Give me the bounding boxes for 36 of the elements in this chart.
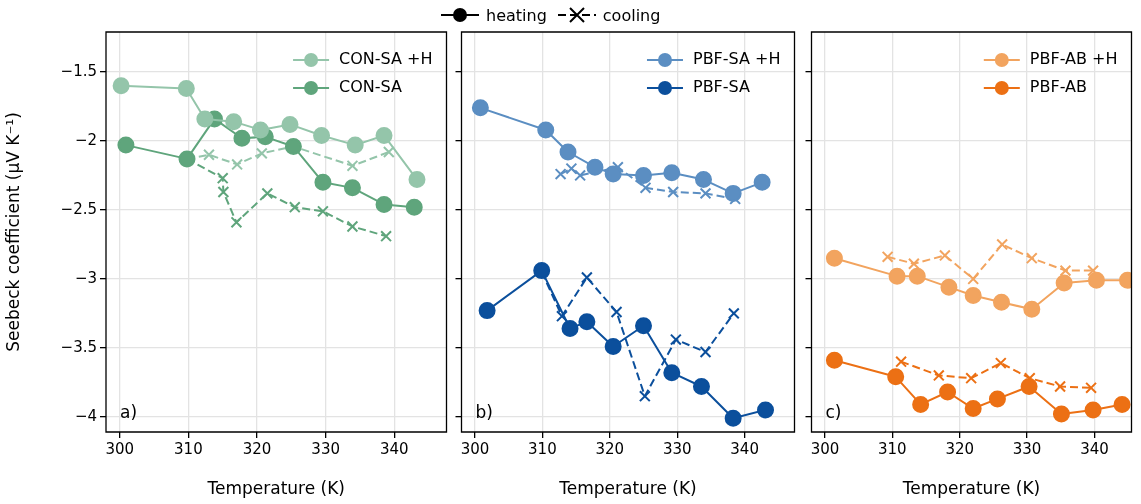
x-tick-label: 300 [810,439,840,458]
x-tick-label: 310 [528,439,557,458]
legend-label: PBF-AB [1029,77,1087,97]
text: cooling [602,5,661,25]
y-tick-label: −2 [74,130,97,149]
legend-label: PBF-SA [692,77,751,97]
legend-label: PBF-AB +H [1029,49,1118,69]
x-tick-label: 300 [460,439,490,458]
legend-label: CON-SA [339,77,403,97]
x-tick-label: 340 [1080,439,1109,458]
x-tick-label: 320 [945,439,975,458]
y-tick-label: −3.5 [60,337,97,356]
x-axis-title: Temperature (K) [558,478,697,499]
x-tick-label: 340 [730,439,759,458]
y-axis-title: Seebeck coefficient (µV K⁻¹) [2,112,23,352]
x-tick-label: 330 [1012,439,1042,458]
y-tick-label: −3 [74,268,97,287]
legend-label: CON-SA +H [339,49,433,69]
x-tick-label: 320 [595,439,625,458]
annotation: c) [825,402,842,422]
x-tick-label: 340 [380,439,409,458]
x-tick-label: 320 [242,439,272,458]
x-tick-label: 330 [311,439,340,458]
x-tick-label: 300 [105,439,135,458]
x-axis-title: Temperature (K) [901,478,1041,499]
x-tick-label: 330 [662,439,692,458]
x-tick-label: 310 [174,439,203,458]
text: heating [486,5,547,25]
y-tick-label: −1.5 [60,61,97,80]
annotation: a) [120,402,138,422]
x-axis-title: Temperature (K) [206,478,346,499]
x-tick-label: 310 [878,439,907,458]
y-tick-label: −4 [74,406,97,425]
annotation: b) [475,402,493,422]
legend-label: PBF-SA +H [692,49,781,69]
y-tick-label: −2.5 [60,199,97,218]
